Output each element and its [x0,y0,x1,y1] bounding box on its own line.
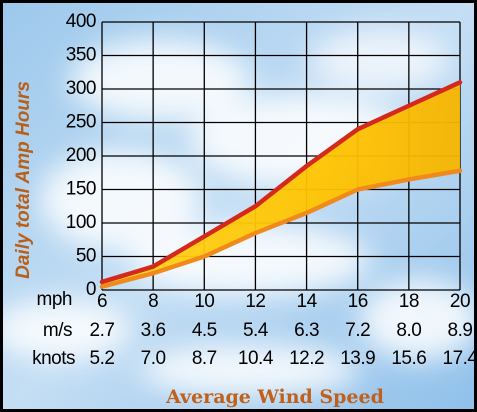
x-axis-title: Average Wind Speed [165,386,384,408]
x-secondary-label: 8.7 [192,348,217,369]
x-tick-label: 14 [297,291,318,312]
x-unit-label: mph [37,289,72,310]
x-tick-label: 16 [348,291,368,312]
x-tick-label: 12 [245,291,265,312]
x-unit-label: m/s [43,320,72,341]
y-tick-label: 350 [66,45,96,66]
x-secondary-label: 8.9 [448,320,473,341]
y-tick-label: 300 [66,78,96,99]
x-tick-label: 8 [148,291,158,312]
x-tick-label: 18 [399,291,419,312]
x-secondary-label: 15.6 [391,348,426,369]
x-secondary-label: 10.4 [238,348,274,369]
x-tick-label: 20 [450,291,470,312]
x-secondary-label: 7.0 [141,348,166,369]
x-secondary-label: 17.4 [443,348,477,369]
x-secondary-label: 7.2 [345,320,370,341]
y-tick-label: 150 [66,179,96,200]
y-tick-label: 400 [66,11,96,32]
x-secondary-label: 5.4 [243,320,269,341]
x-secondary-label: 5.2 [90,348,115,369]
y-tick-label: 200 [66,145,96,166]
x-unit-label: knots [32,348,75,369]
chart: Daily total Amp Hours Average Wind Speed… [0,0,477,412]
x-secondary-label: 2.7 [90,320,115,341]
x-secondary-label: 3.6 [141,320,166,341]
x-secondary-label: 12.2 [289,348,324,369]
y-tick-label: 50 [76,246,96,267]
y-axis-title: Daily total Amp Hours [13,81,34,279]
y-tick-label: 100 [66,212,96,233]
x-secondary-label: 8.0 [396,320,421,341]
x-tick-label: 10 [194,291,214,312]
x-secondary-label: 4.5 [192,320,217,341]
x-tick-label: 6 [97,291,107,312]
x-secondary-label: 6.3 [294,320,319,341]
x-secondary-label: 13.9 [340,348,375,369]
y-tick-label: 250 [66,112,96,133]
y-tick-label: 0 [86,279,96,300]
